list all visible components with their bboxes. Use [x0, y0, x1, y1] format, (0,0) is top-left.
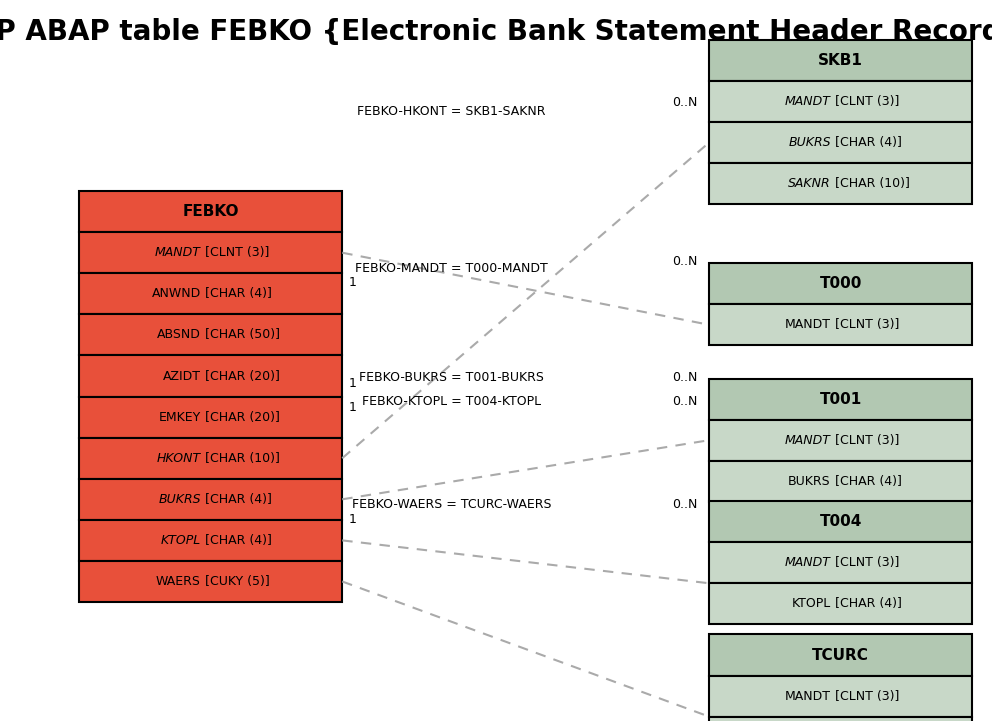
FancyBboxPatch shape: [79, 520, 342, 561]
Text: EMKEY: EMKEY: [159, 410, 200, 424]
FancyBboxPatch shape: [709, 501, 972, 542]
Text: SAP ABAP table FEBKO {Electronic Bank Statement Header Records}: SAP ABAP table FEBKO {Electronic Bank St…: [0, 18, 992, 46]
Text: [CHAR (4)]: [CHAR (4)]: [200, 287, 272, 301]
Text: FEBKO-BUKRS = T001-BUKRS: FEBKO-BUKRS = T001-BUKRS: [359, 371, 544, 384]
Text: [CUKY (5)]: [CUKY (5)]: [200, 575, 270, 588]
Text: [CHAR (10)]: [CHAR (10)]: [200, 451, 280, 465]
Text: WAERS: WAERS: [156, 575, 200, 588]
FancyBboxPatch shape: [709, 81, 972, 122]
Text: T001: T001: [819, 392, 862, 407]
FancyBboxPatch shape: [79, 273, 342, 314]
Text: [CLNT (3)]: [CLNT (3)]: [200, 246, 269, 260]
Text: KTOPL: KTOPL: [792, 597, 830, 611]
Text: [CHAR (4)]: [CHAR (4)]: [200, 492, 272, 506]
FancyBboxPatch shape: [709, 40, 972, 81]
FancyBboxPatch shape: [709, 461, 972, 502]
FancyBboxPatch shape: [79, 355, 342, 397]
FancyBboxPatch shape: [709, 163, 972, 204]
Text: [CHAR (20)]: [CHAR (20)]: [200, 410, 280, 424]
Text: ANWND: ANWND: [152, 287, 200, 301]
FancyBboxPatch shape: [79, 191, 342, 232]
Text: [CHAR (4)]: [CHAR (4)]: [830, 597, 902, 611]
Text: ABSND: ABSND: [157, 328, 200, 342]
FancyBboxPatch shape: [79, 438, 342, 479]
Text: [CHAR (50)]: [CHAR (50)]: [200, 328, 280, 342]
Text: HKONT: HKONT: [157, 451, 200, 465]
Text: KTOPL: KTOPL: [161, 534, 200, 547]
FancyBboxPatch shape: [79, 232, 342, 273]
Text: MANDT: MANDT: [785, 556, 830, 570]
Text: [CHAR (10)]: [CHAR (10)]: [830, 177, 910, 190]
Text: AZIDT: AZIDT: [163, 369, 200, 383]
Text: [CHAR (4)]: [CHAR (4)]: [830, 474, 902, 488]
Text: T000: T000: [819, 276, 862, 291]
Text: BUKRS: BUKRS: [789, 136, 830, 149]
Text: FEBKO-KTOPL = T004-KTOPL: FEBKO-KTOPL = T004-KTOPL: [362, 395, 541, 408]
FancyBboxPatch shape: [709, 304, 972, 345]
Text: TCURC: TCURC: [812, 647, 869, 663]
Text: 1: 1: [348, 401, 356, 414]
FancyBboxPatch shape: [709, 676, 972, 717]
Text: T004: T004: [819, 514, 862, 529]
FancyBboxPatch shape: [709, 122, 972, 163]
FancyBboxPatch shape: [709, 583, 972, 624]
FancyBboxPatch shape: [79, 314, 342, 355]
Text: [CLNT (3)]: [CLNT (3)]: [830, 556, 899, 570]
FancyBboxPatch shape: [709, 542, 972, 583]
Text: 0..N: 0..N: [673, 255, 698, 267]
Text: [CHAR (20)]: [CHAR (20)]: [200, 369, 280, 383]
Text: 1: 1: [348, 276, 356, 289]
FancyBboxPatch shape: [709, 420, 972, 461]
Text: FEBKO-HKONT = SKB1-SAKNR: FEBKO-HKONT = SKB1-SAKNR: [357, 105, 546, 118]
Text: SKB1: SKB1: [818, 53, 863, 68]
Text: [CLNT (3)]: [CLNT (3)]: [830, 689, 899, 703]
Text: MANDT: MANDT: [785, 433, 830, 447]
Text: BUKRS: BUKRS: [789, 474, 830, 488]
Text: [CHAR (4)]: [CHAR (4)]: [200, 534, 272, 547]
Text: 0..N: 0..N: [673, 96, 698, 109]
Text: [CLNT (3)]: [CLNT (3)]: [830, 94, 899, 108]
Text: SAKNR: SAKNR: [789, 177, 830, 190]
FancyBboxPatch shape: [79, 479, 342, 520]
Text: MANDT: MANDT: [785, 318, 830, 332]
Text: MANDT: MANDT: [785, 94, 830, 108]
Text: 1: 1: [348, 377, 356, 390]
Text: 1: 1: [348, 513, 356, 526]
Text: FEBKO-WAERS = TCURC-WAERS: FEBKO-WAERS = TCURC-WAERS: [351, 498, 552, 511]
Text: 0..N: 0..N: [673, 498, 698, 511]
Text: BUKRS: BUKRS: [159, 492, 200, 506]
Text: FEBKO: FEBKO: [183, 204, 239, 219]
Text: MANDT: MANDT: [155, 246, 200, 260]
Text: [CLNT (3)]: [CLNT (3)]: [830, 433, 899, 447]
FancyBboxPatch shape: [709, 379, 972, 420]
Text: [CHAR (4)]: [CHAR (4)]: [830, 136, 902, 149]
FancyBboxPatch shape: [709, 717, 972, 721]
Text: [CLNT (3)]: [CLNT (3)]: [830, 318, 899, 332]
FancyBboxPatch shape: [79, 397, 342, 438]
Text: FEBKO-MANDT = T000-MANDT: FEBKO-MANDT = T000-MANDT: [355, 262, 548, 275]
Text: MANDT: MANDT: [785, 689, 830, 703]
FancyBboxPatch shape: [79, 561, 342, 602]
FancyBboxPatch shape: [709, 634, 972, 676]
Text: 0..N: 0..N: [673, 371, 698, 384]
Text: 0..N: 0..N: [673, 395, 698, 408]
FancyBboxPatch shape: [709, 263, 972, 304]
